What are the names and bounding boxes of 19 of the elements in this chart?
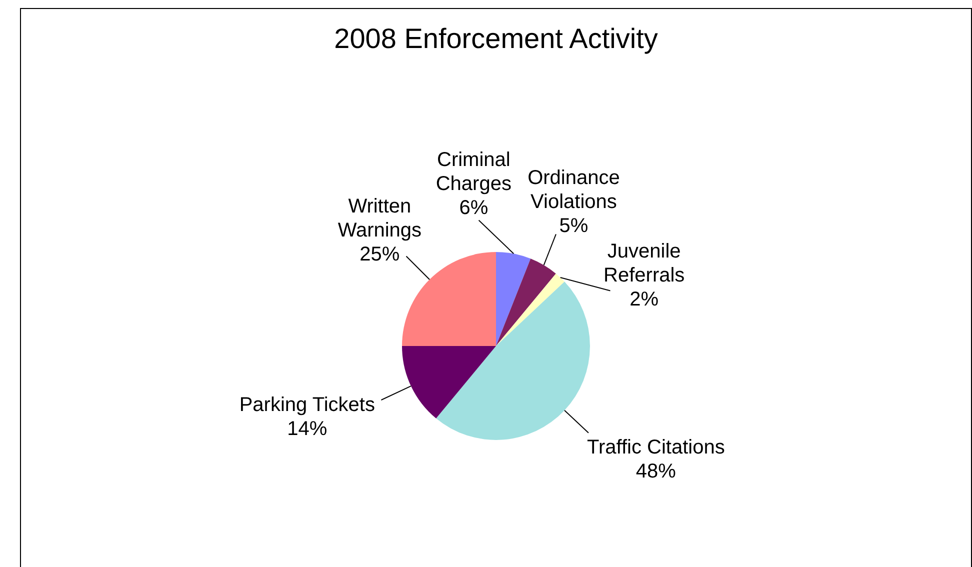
slice-label: Criminal Charges [436, 149, 512, 196]
pie-slice [496, 252, 531, 346]
data-label: 6% [459, 197, 488, 220]
slice-label: Juvenile Referrals [604, 240, 685, 286]
pie-slice [496, 258, 556, 346]
data-label: 2% [630, 288, 659, 310]
slice-label: Ordinance Violations [528, 167, 620, 214]
pie-slice [402, 252, 496, 346]
pie-slice [436, 282, 590, 440]
pie-slice [496, 274, 565, 346]
slice-label: Traffic Citations [587, 436, 725, 459]
pie-slice [402, 346, 496, 418]
slice-label: Written Warnings [338, 196, 422, 242]
data-label: 5% [559, 215, 588, 238]
data-label: 14% [287, 418, 328, 440]
chart-title: 2008 Enforcement Activity [334, 23, 658, 54]
data-label: 48% [636, 460, 676, 483]
data-label: 25% [360, 244, 400, 266]
slice-label: Parking Tickets [239, 394, 375, 416]
